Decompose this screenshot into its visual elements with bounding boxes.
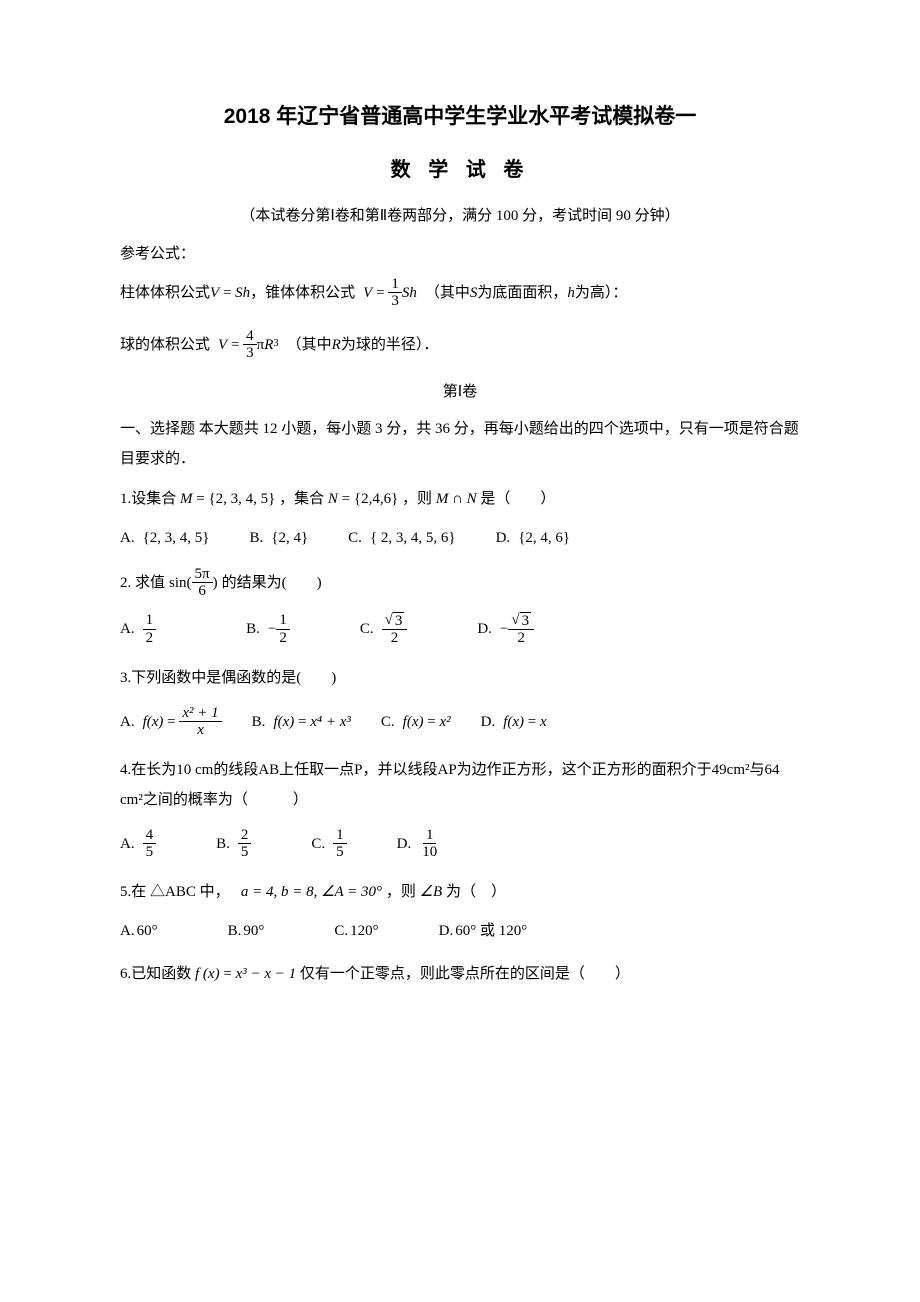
q1-options: A.{2, 3, 4, 5} B.{2, 4} C.{ 2, 3, 4, 5, … — [120, 526, 800, 550]
q5-options: A.60° B.90° C.120° D.60° 或 120° — [120, 919, 800, 943]
note-mid2: 为高）： — [575, 281, 628, 305]
q6-stem: 6.已知函数 f (x) = x³ − x − 1 仅有一个正零点，则此零点所在… — [120, 959, 800, 989]
formulas-intro: 参考公式： — [120, 242, 800, 266]
q1-opt-b: B.{2, 4} — [250, 526, 309, 550]
q3-opt-b: B. f(x) = x⁴ + x³ — [252, 710, 351, 734]
cylinder-prefix: 柱体体积公式 — [120, 281, 210, 305]
q4-stem: 4.在长为10 cm的线段AB上任取一点P，并以线段AP为边作正方形，这个正方形… — [120, 755, 800, 815]
sphere-note-pre: （其中 — [287, 333, 332, 357]
sphere-note-post: 为球的半径）． — [341, 333, 439, 357]
sphere-expr: V = 4 3 π R3 — [218, 328, 279, 362]
cylinder-expr: V = Sh — [210, 281, 250, 305]
var-h: h — [567, 281, 575, 305]
formula-cylinder-cone: 柱体体积公式 V = Sh ，锥体体积公式 V = 1 3 Sh （其中 S 为… — [120, 276, 800, 310]
note-mid1: 为底面面积， — [477, 281, 567, 305]
q5-opt-a: A.60° — [120, 919, 158, 943]
q4-opt-c: C. 15 — [311, 827, 346, 861]
q1-opt-d: D.{2, 4, 6} — [496, 526, 571, 550]
formula-sphere: 球的体积公式 V = 4 3 π R3 （其中 R 为球的半径）． — [120, 328, 800, 362]
q2-stem: 2. 求值 sin( 5π 6 ) 的结果为( ) — [120, 566, 800, 600]
q5-opt-b: B.90° — [228, 919, 265, 943]
q4-opt-d: D. 110 — [397, 827, 441, 861]
q1-opt-c: C.{ 2, 3, 4, 5, 6} — [348, 526, 455, 550]
cone-expr: V = 1 3 Sh — [363, 276, 417, 310]
q2-opt-a: A. 12 — [120, 612, 156, 646]
q4-opt-b: B. 25 — [216, 827, 251, 861]
q3-options: A. f(x) = x² + 1x B. f(x) = x⁴ + x³ C. f… — [120, 705, 800, 739]
title-main: 2018 年辽宁省普通高中学生学业水平考试模拟卷一 — [120, 100, 800, 134]
cone-prefix: ，锥体体积公式 — [250, 281, 355, 305]
q5-stem: 5.在 △ABC 中， a = 4, b = 8, ∠A = 30° ，则 ∠B… — [120, 877, 800, 907]
q2-opt-d: D. − √3 2 — [477, 612, 534, 647]
sphere-prefix: 球的体积公式 — [120, 333, 210, 357]
title-sub: 数 学 试 卷 — [120, 154, 800, 186]
var-s: S — [470, 281, 478, 305]
part1-label: 第Ⅰ卷 — [120, 380, 800, 404]
q3-opt-a: A. f(x) = x² + 1x — [120, 705, 222, 739]
q3-opt-d: D. f(x) = x — [481, 710, 547, 734]
q4-options: A. 45 B. 25 C. 15 D. 110 — [120, 827, 800, 861]
q1-stem: 1.设集合 M = {2, 3, 4, 5} ，集合 N = {2,4,6} ，… — [120, 484, 800, 514]
q5-opt-c: C.120° — [334, 919, 378, 943]
q1-opt-a: A.{2, 3, 4, 5} — [120, 526, 210, 550]
q5-opt-d: D.60° 或 120° — [439, 919, 528, 943]
q3-opt-c: C. f(x) = x² — [381, 710, 451, 734]
q2-options: A. 12 B. − 12 C. √3 2 D. − √3 2 — [120, 612, 800, 647]
section-note: 一、选择题 本大题共 12 小题，每小题 3 分，共 36 分，再每小题给出的四… — [120, 414, 800, 474]
exam-info: （本试卷分第Ⅰ卷和第Ⅱ卷两部分，满分 100 分，考试时间 90 分钟） — [120, 204, 800, 228]
q3-stem: 3.下列函数中是偶函数的是( ) — [120, 663, 800, 693]
q2-opt-b: B. − 12 — [246, 612, 290, 646]
q4-opt-a: A. 45 — [120, 827, 156, 861]
var-r: R — [332, 333, 341, 357]
q2-opt-c: C. √3 2 — [360, 612, 408, 647]
cylinder-note-pre: （其中 — [425, 281, 470, 305]
